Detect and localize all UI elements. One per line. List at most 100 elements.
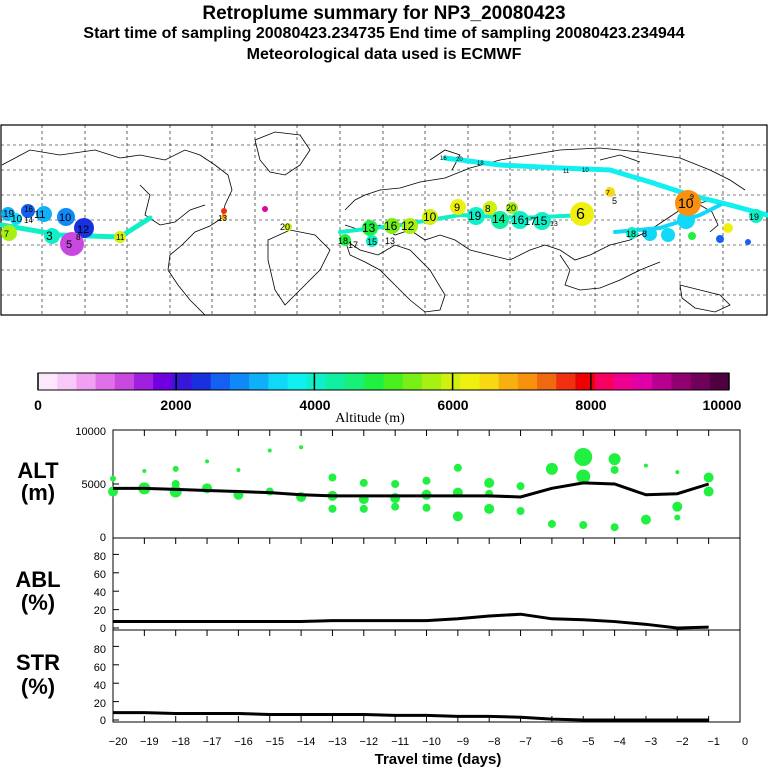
colorbar-swatch [95, 373, 116, 390]
axis-tick-marks [112, 429, 741, 722]
x-tick-label: −8 [488, 736, 501, 748]
met-data-note: Meteorological data used is ECMWF [246, 46, 522, 63]
colorbar-swatch [325, 373, 346, 390]
alt-scatter-point [545, 462, 558, 475]
map-marker [384, 218, 400, 234]
colorbar-label: Altitude (m) [335, 411, 405, 426]
map-label: 17 [348, 240, 358, 250]
str-ytick: 40 [94, 680, 106, 692]
map-label: 17 [524, 216, 536, 228]
map-label: 10 [423, 210, 437, 224]
map-label: 16 [24, 205, 33, 214]
alt-scatter-point [267, 448, 272, 453]
map-label: 16 [384, 219, 398, 233]
map-label: 10 [678, 195, 694, 211]
x-tick-label: −17 [203, 736, 222, 748]
colorbar-swatch [498, 373, 519, 390]
alt-ylabel: ALT [17, 458, 59, 483]
map-label: 18 [626, 229, 636, 239]
map-marker [467, 207, 485, 225]
alt-scatter-point [391, 502, 400, 511]
colorbar-swatch [613, 373, 634, 390]
colorbar-swatch [306, 373, 327, 390]
x-tick-label: −6 [551, 736, 564, 748]
map-marker-labels: 19 10 11 16 14 10 12 5 7 3 11 8 13 20 18… [3, 156, 759, 251]
map-label: 11 [116, 233, 125, 242]
map-marker [114, 231, 126, 243]
colorbar-swatch [575, 373, 596, 390]
map-marker [402, 218, 418, 234]
map-marker [44, 228, 60, 244]
map-marker [262, 206, 268, 212]
map-marker [450, 199, 466, 215]
colorbar-tick-label: 8000 [575, 397, 606, 413]
x-tick-label: −13 [328, 736, 347, 748]
colorbar-swatch [690, 373, 711, 390]
colorbar-swatch [633, 373, 653, 390]
x-tick-label: −11 [391, 736, 409, 748]
map-label: 18 [338, 236, 348, 246]
map-label: 19 [468, 209, 482, 223]
colorbar-swatch [421, 373, 442, 390]
colorbar-swatch [114, 373, 135, 390]
map-label: 6 [576, 206, 585, 223]
map-label: 20 [456, 157, 463, 163]
map-label: 15 [367, 237, 377, 247]
colorbar-tick-label: 0 [34, 397, 42, 413]
map-label: 20 [280, 222, 290, 232]
alt-scatter-point [484, 477, 495, 488]
map-label: 11 [34, 209, 45, 221]
x-tick-label: −1 [707, 736, 720, 748]
alt-scatter-point [205, 459, 210, 464]
colorbar-swatch [671, 373, 692, 390]
map-marker [366, 235, 378, 247]
x-tick-label: −18 [171, 736, 190, 748]
alt-unit: (m) [21, 480, 55, 505]
abl-ytick: 20 [94, 605, 106, 617]
colorbar-swatch [153, 373, 173, 390]
map-marker [491, 211, 509, 229]
alt-scatter-point [547, 519, 556, 528]
map-marker [716, 235, 724, 243]
colorbar-swatch [556, 373, 576, 390]
sampling-times: Start time of sampling 20080423.234735 E… [83, 25, 685, 42]
alt-scatter-point [640, 514, 651, 525]
map-marker [688, 232, 696, 240]
x-tick-label: −12 [359, 736, 378, 748]
map-marker [36, 206, 52, 222]
map-marker [21, 204, 35, 218]
colorbar-swatch [76, 373, 97, 390]
alt-scatter-point [608, 453, 621, 466]
map-marker [422, 209, 438, 225]
colorbar-swatch [191, 373, 212, 390]
alt-scatter-point [576, 469, 591, 484]
map-label: 13 [362, 221, 376, 235]
map-label: 12 [401, 219, 415, 233]
map-marker [60, 232, 84, 256]
alt-ytick: 5000 [82, 479, 106, 491]
map-marker [626, 227, 638, 239]
map-label: 8 [76, 233, 81, 242]
abl-ytick: 60 [94, 569, 106, 581]
str-panel: STR (%) 80 60 40 20 0 [16, 629, 741, 727]
alt-scatter-point [359, 478, 368, 487]
map-graticule [1, 125, 767, 315]
alt-scatter-point [236, 467, 241, 472]
str-ytick: 60 [94, 662, 106, 674]
str-ylabel: STR [16, 650, 60, 675]
colorbar-tick-label: 2000 [160, 397, 191, 413]
map-label: 12 [77, 224, 89, 236]
colorbar-swatch [402, 373, 423, 390]
map-label: 7 [4, 229, 9, 239]
map-marker [661, 228, 675, 242]
colorbar-swatch [172, 373, 193, 390]
map-marker [675, 190, 701, 216]
map-marker [221, 208, 227, 214]
alt-scatter-point [703, 472, 714, 483]
map-label: 16 [440, 156, 447, 162]
x-tick-label: −4 [613, 736, 626, 748]
map-label: 9 [690, 194, 694, 201]
str-unit: (%) [21, 674, 55, 699]
colorbar-swatch [287, 373, 308, 390]
colorbar-swatch [537, 373, 557, 390]
